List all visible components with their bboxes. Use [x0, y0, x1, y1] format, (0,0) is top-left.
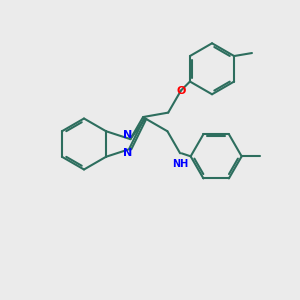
Text: N: N	[123, 148, 132, 158]
Text: N: N	[123, 130, 132, 140]
Text: NH: NH	[172, 159, 188, 169]
Text: O: O	[176, 85, 186, 95]
